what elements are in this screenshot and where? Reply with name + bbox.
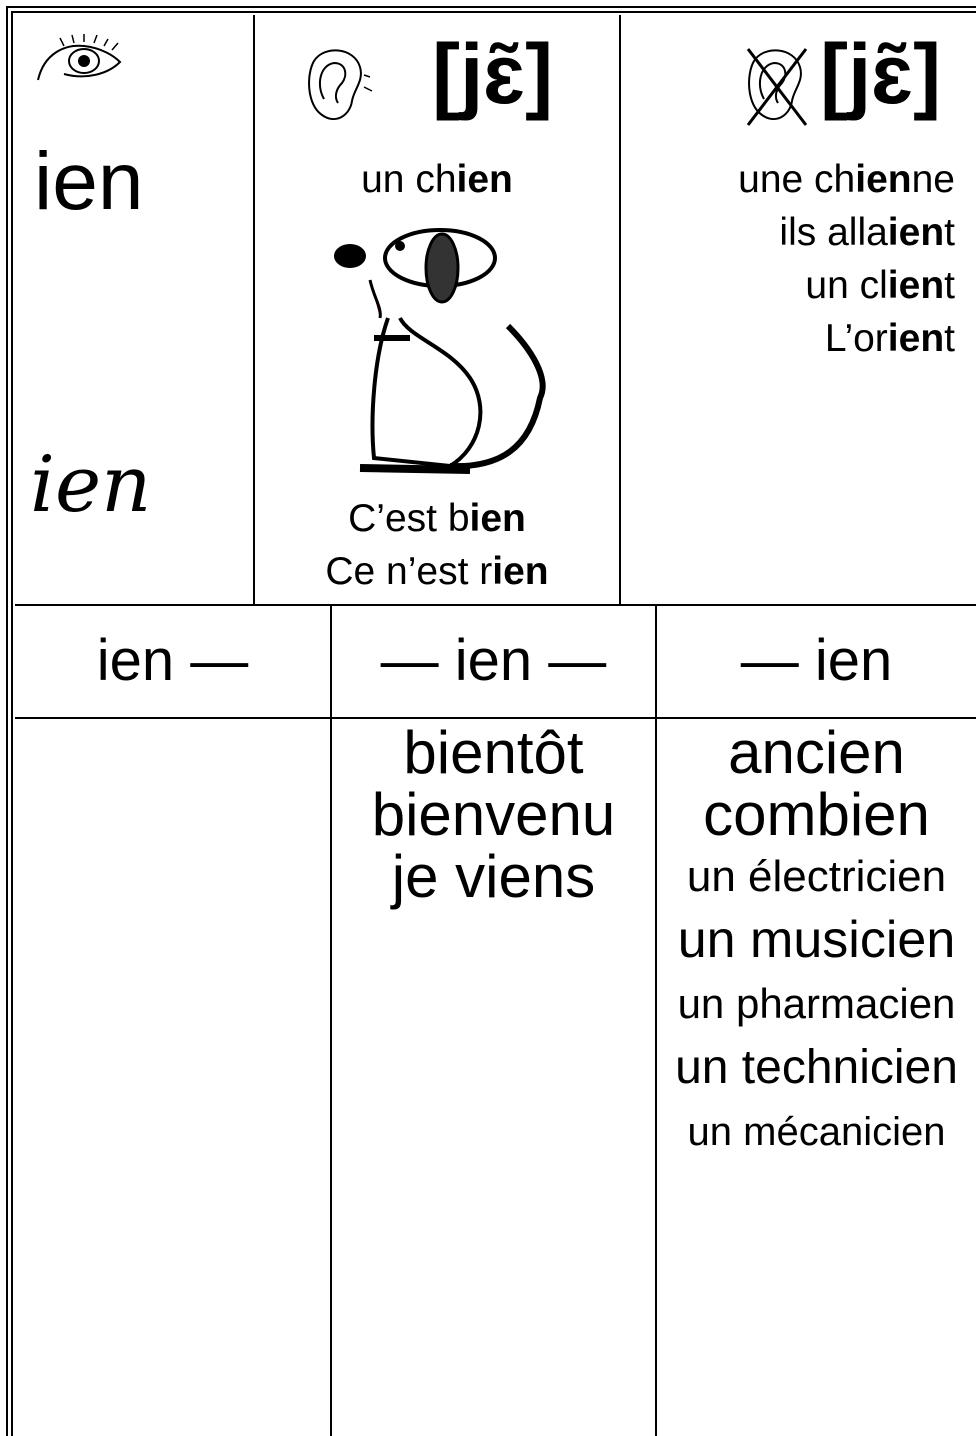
not-sound-examples: une chienne ils allaient un client L’orient bbox=[621, 153, 955, 365]
bold-letters: ien bbox=[855, 158, 912, 201]
word: ancien bbox=[728, 719, 905, 786]
phoneme: [jɛ̃] bbox=[820, 27, 942, 121]
word: un technicien bbox=[675, 1041, 958, 1094]
row-line bbox=[15, 604, 976, 606]
text-line: Ce n’est rien bbox=[255, 545, 619, 598]
phoneme: [jɛ̃] bbox=[432, 27, 554, 121]
table-frame bbox=[6, 6, 976, 1436]
word: un mécanicien bbox=[687, 1110, 946, 1154]
word-list: ancien combien un électricien un musicien un… bbox=[657, 722, 976, 1164]
sound-example: un chien bbox=[255, 153, 619, 206]
bold-letters: ien bbox=[887, 317, 945, 360]
text-part: un cl bbox=[805, 264, 888, 307]
col-line bbox=[655, 605, 657, 1436]
bold-letters: ien bbox=[492, 550, 549, 593]
text-part: t bbox=[944, 264, 955, 307]
text-part: C’est b bbox=[348, 497, 470, 540]
text-part: un ch bbox=[361, 158, 457, 201]
text-line: une chienne bbox=[621, 153, 955, 206]
text-line: un chien bbox=[255, 153, 619, 206]
position-header: ien — bbox=[96, 628, 249, 693]
text-line: L’orient bbox=[621, 312, 955, 365]
word: un musicien bbox=[677, 911, 956, 969]
bold-letters: ien bbox=[887, 211, 945, 254]
col-line bbox=[619, 15, 621, 605]
ear-icon bbox=[308, 49, 373, 120]
bold-letters: ien bbox=[456, 158, 513, 201]
text-part: Ce n’est r bbox=[325, 550, 493, 593]
word: bienvenu bbox=[371, 781, 616, 848]
word: un électricien bbox=[686, 852, 947, 901]
word-list: bientôt bienvenu je viens bbox=[332, 722, 655, 908]
bold-letters: ien bbox=[887, 264, 945, 307]
text-part: t bbox=[944, 211, 955, 254]
sound-sentences: C’est bien Ce n’est rien bbox=[255, 492, 619, 598]
eye-icon bbox=[37, 34, 122, 81]
col-line bbox=[253, 15, 255, 605]
position-header: — ien bbox=[740, 628, 893, 693]
text-part: ne bbox=[911, 158, 955, 201]
row-line bbox=[15, 717, 976, 719]
text-part: ils alla bbox=[779, 211, 888, 254]
text-part: t bbox=[944, 317, 955, 360]
position-header: — ien — bbox=[380, 628, 607, 693]
dog-illustration bbox=[334, 228, 546, 474]
bold-letters: ien bbox=[469, 497, 526, 540]
crossed-ear-icon bbox=[746, 48, 808, 126]
text-line: C’est bien bbox=[255, 492, 619, 545]
word: je viens bbox=[391, 843, 596, 910]
col-line bbox=[330, 605, 332, 1436]
cursive-spelling: ien bbox=[30, 440, 152, 530]
word: bientôt bbox=[403, 719, 584, 786]
text-part: L’or bbox=[824, 317, 888, 360]
word: combien bbox=[703, 781, 930, 848]
text-line: ils allaient bbox=[621, 206, 955, 259]
word: un pharmacien bbox=[677, 980, 956, 1027]
print-spelling: ien bbox=[34, 136, 144, 227]
text-part: une ch bbox=[738, 158, 856, 201]
text-line: un client bbox=[621, 259, 955, 312]
